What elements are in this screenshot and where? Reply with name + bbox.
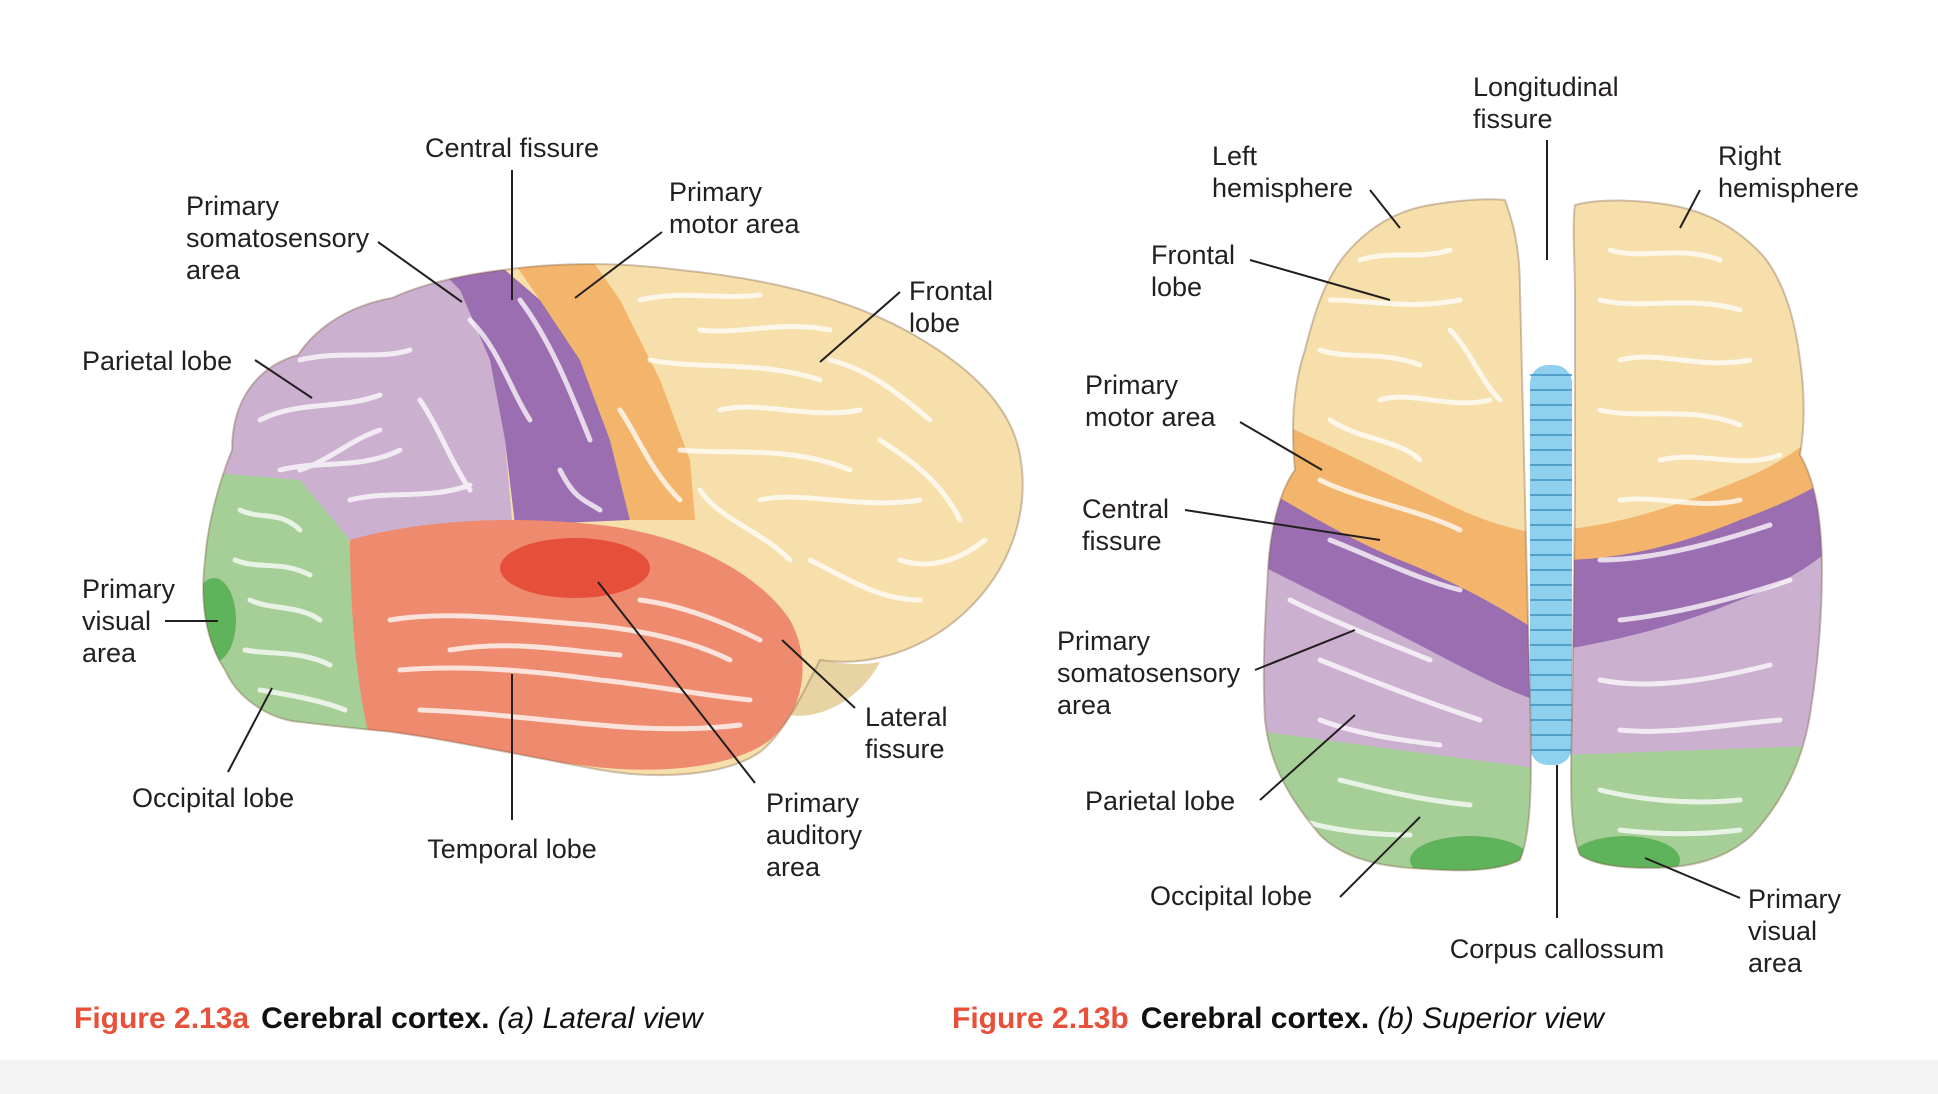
right-occipital-region (1570, 745, 1822, 868)
labels-a: Central fissure Primary somatosensory ar… (82, 133, 1001, 882)
label-parietal-lobe-a: Parietal lobe (82, 346, 232, 376)
label-primary-motor-area-a: Primary motor area (669, 177, 801, 239)
left-somatosensory-band (1263, 480, 1531, 705)
label-central-fissure-a: Central fissure (425, 133, 599, 163)
label-central-fissure-b: Central fissure (1082, 494, 1177, 556)
label-parietal-lobe-b: Parietal lobe (1085, 786, 1235, 816)
right-somatosensory-band (1570, 470, 1822, 660)
label-primary-somatosensory-area-b: Primary somatosensory area (1057, 626, 1248, 720)
label-temporal-lobe-a: Temporal lobe (427, 834, 597, 864)
label-left-hemisphere-b: Left hemisphere (1212, 141, 1353, 203)
caption-number-a: Figure 2.13a (74, 1002, 250, 1035)
label-primary-auditory-area-a: Primary auditory area (766, 788, 870, 882)
leaders-a (165, 170, 901, 820)
gyri-somatosensory (467, 297, 603, 513)
primary-auditory-area-region (500, 538, 650, 598)
caption-subtitle-b: (b) Superior view (1377, 1002, 1604, 1035)
label-right-hemisphere-b: Right hemisphere (1718, 141, 1859, 203)
gyri-occipital (232, 507, 348, 713)
left-visual-area (1410, 836, 1530, 871)
leaders-b (1184, 140, 1741, 918)
left-hemisphere-outline (1262, 198, 1532, 872)
caption-number-b: Figure 2.13b (952, 1002, 1129, 1035)
gyri-parietal (257, 347, 473, 503)
label-lateral-fissure-a: Lateral fissure (865, 702, 955, 764)
gyri-temporal (387, 597, 763, 732)
label-occipital-lobe-a: Occipital lobe (132, 783, 294, 813)
caption-figure-b: Figure 2.13b Cerebral cortex. (b) Superior… (952, 1002, 1604, 1036)
right-hemisphere (1570, 200, 1822, 868)
caption-figure-a: Figure 2.13a Cerebral cortex. (a) Lateral … (74, 1002, 703, 1036)
label-primary-motor-area-b: Primary motor area (1085, 370, 1217, 432)
label-primary-visual-area-a: Primary visual area (82, 574, 183, 668)
right-visual-area (1570, 836, 1680, 868)
left-hemisphere (1263, 199, 1531, 871)
caption-subtitle-a: (a) Lateral view (497, 1002, 703, 1035)
caption-title-a: Cerebral cortex. (261, 1002, 490, 1035)
label-frontal-lobe-b: Frontal lobe (1151, 240, 1243, 302)
label-frontal-lobe-a: Frontal lobe (909, 276, 1001, 338)
corpus-callosum-stripes (1530, 374, 1572, 751)
gyri-frontal (617, 292, 988, 603)
temporal-lobe-region (350, 520, 803, 770)
lateral-brain-outline (202, 263, 1024, 777)
label-occipital-lobe-b: Occipital lobe (1150, 881, 1312, 911)
bottom-band (0, 1060, 1938, 1094)
label-primary-somatosensory-area-a: Primary somatosensory area (186, 191, 377, 285)
right-hemisphere-outline (1569, 199, 1824, 870)
somatosensory-strip (430, 264, 630, 525)
superior-brain (1262, 198, 1824, 872)
label-primary-visual-area-b: Primary visual area (1748, 884, 1849, 978)
label-corpus-callosum-b: Corpus callossum (1450, 934, 1665, 964)
left-motor-band (1263, 410, 1531, 640)
label-longitudinal-fissure-b: Longitudinal fissure (1473, 72, 1626, 134)
caption-title-b: Cerebral cortex. (1140, 1002, 1370, 1035)
right-parietal-region (1570, 540, 1822, 770)
labels-b: Longitudinal fissure Left hemisphere Rig… (1057, 72, 1859, 978)
